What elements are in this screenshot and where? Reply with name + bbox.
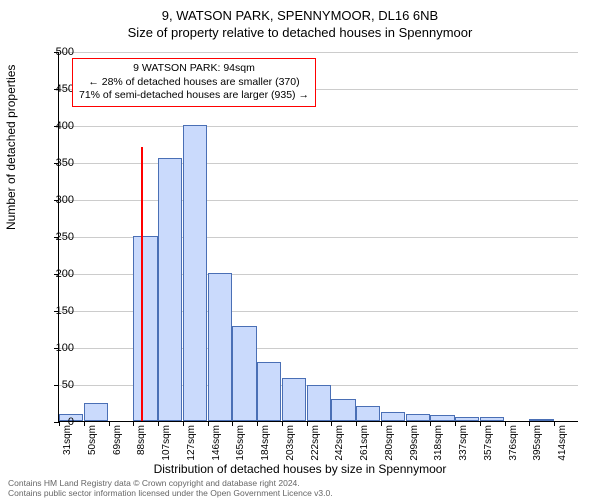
x-tick-mark [406,421,407,426]
x-tick-mark [133,421,134,426]
y-tick-label: 150 [44,305,74,317]
chart-plot-area [58,52,578,422]
x-tick-mark [208,421,209,426]
y-axis-label: Number of detached properties [4,65,18,230]
histogram-bar [133,236,157,421]
x-tick-label: 299sqm [409,425,420,475]
x-tick-label: 337sqm [458,425,469,475]
chart-title-address: 9, WATSON PARK, SPENNYMOOR, DL16 6NB [0,8,600,23]
x-tick-mark [282,421,283,426]
y-tick-label: 50 [44,379,74,391]
x-tick-label: 318sqm [433,425,444,475]
x-tick-mark [183,421,184,426]
x-tick-mark [430,421,431,426]
histogram-bar [406,414,430,421]
x-tick-mark [480,421,481,426]
x-tick-mark [455,421,456,426]
histogram-bar [257,362,281,421]
gridline [59,200,578,201]
x-tick-mark [158,421,159,426]
annotation-line: 71% of semi-detached houses are larger (… [79,89,309,103]
x-tick-mark [257,421,258,426]
x-tick-label: 376sqm [508,425,519,475]
histogram-bar [331,399,355,421]
x-tick-label: 127sqm [186,425,197,475]
y-tick-label: 450 [44,83,74,95]
histogram-bar [183,125,207,421]
histogram-bar [430,415,454,421]
y-tick-label: 500 [44,46,74,58]
x-tick-label: 146sqm [211,425,222,475]
x-tick-label: 222sqm [310,425,321,475]
x-tick-mark [84,421,85,426]
histogram-bar [84,403,108,422]
y-tick-label: 400 [44,120,74,132]
x-tick-mark [554,421,555,426]
x-tick-label: 280sqm [384,425,395,475]
histogram-bar [307,385,331,421]
x-tick-mark [505,421,506,426]
x-tick-label: 395sqm [532,425,543,475]
x-tick-label: 31sqm [62,425,73,475]
chart-title-description: Size of property relative to detached ho… [0,25,600,40]
x-tick-label: 165sqm [235,425,246,475]
histogram-bar [480,417,504,421]
histogram-bar [232,326,256,421]
histogram-bar [282,378,306,421]
y-tick-label: 200 [44,268,74,280]
x-tick-mark [232,421,233,426]
histogram-bar [158,158,182,421]
x-tick-mark [381,421,382,426]
histogram-bar [529,419,553,421]
x-tick-label: 88sqm [136,425,147,475]
x-tick-mark [307,421,308,426]
y-tick-label: 350 [44,157,74,169]
footer-line2: Contains public sector information licen… [8,488,333,498]
footer-attribution: Contains HM Land Registry data © Crown c… [8,478,333,498]
x-tick-label: 50sqm [87,425,98,475]
histogram-bar [455,417,479,421]
annotation-box: 9 WATSON PARK: 94sqm← 28% of detached ho… [72,58,316,107]
histogram-bar [208,273,232,421]
x-tick-label: 261sqm [359,425,370,475]
x-tick-mark [331,421,332,426]
marker-line [141,147,143,421]
x-tick-label: 184sqm [260,425,271,475]
gridline [59,163,578,164]
x-tick-label: 357sqm [483,425,494,475]
x-tick-label: 242sqm [334,425,345,475]
x-tick-mark [529,421,530,426]
x-tick-label: 69sqm [112,425,123,475]
annotation-line: 9 WATSON PARK: 94sqm [79,62,309,76]
histogram-bar [356,406,380,421]
histogram-bar [381,412,405,421]
footer-line1: Contains HM Land Registry data © Crown c… [8,478,333,488]
y-tick-label: 250 [44,231,74,243]
annotation-line: ← 28% of detached houses are smaller (37… [79,76,309,90]
x-tick-mark [109,421,110,426]
gridline [59,52,578,53]
x-tick-label: 203sqm [285,425,296,475]
x-tick-label: 107sqm [161,425,172,475]
y-tick-label: 300 [44,194,74,206]
x-tick-label: 414sqm [557,425,568,475]
x-tick-mark [356,421,357,426]
gridline [59,126,578,127]
y-tick-label: 100 [44,342,74,354]
